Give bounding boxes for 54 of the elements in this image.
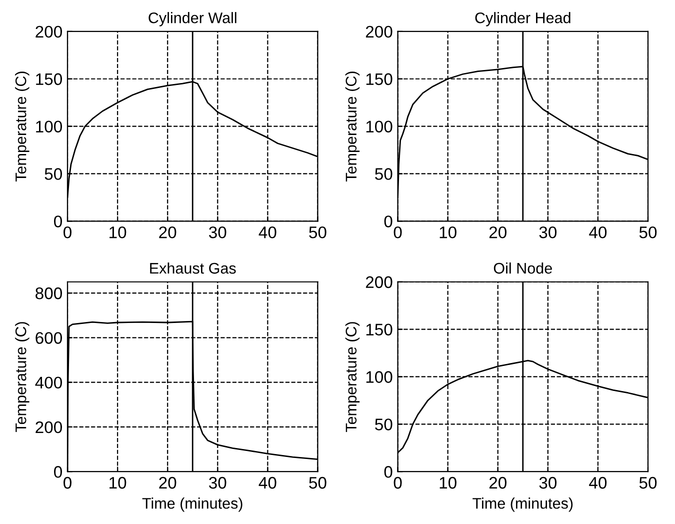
y-tick-label: 0	[384, 216, 392, 228]
y-tick-label: 800	[36, 287, 62, 300]
x-tick-label: 30	[208, 226, 226, 238]
y-tick-label: 200	[36, 421, 62, 434]
y-tick-label: 150	[36, 73, 62, 86]
chart-title: Cylinder Wall	[148, 12, 236, 26]
chart-title: Exhaust Gas	[150, 262, 236, 274]
x-axis-title: Time (minutes)	[142, 498, 242, 512]
y-tick-label: 0	[384, 466, 392, 478]
y-tick-label: 200	[366, 26, 392, 38]
x-tick-label: 20	[159, 476, 176, 489]
x-tick-label: 50	[309, 476, 326, 489]
x-tick-label: 30	[539, 226, 557, 238]
x-tick-label: 40	[258, 226, 276, 238]
y-tick-label: 0	[54, 216, 62, 228]
x-axis-title: Time (minutes)	[472, 498, 573, 512]
x-tick-label: 30	[539, 476, 557, 489]
y-tick-label: 600	[36, 332, 62, 344]
y-tick-label: 100	[366, 120, 392, 133]
x-tick-label: 10	[110, 476, 126, 489]
y-tick-label: 50	[375, 418, 392, 430]
x-tick-label: 10	[110, 226, 126, 238]
x-tick-label: 40	[589, 476, 607, 489]
x-tick-label: 0	[64, 226, 72, 238]
x-tick-label: 0	[64, 476, 72, 489]
x-tick-label: 10	[440, 226, 456, 238]
x-tick-label: 0	[394, 226, 402, 238]
y-tick-label: 100	[366, 371, 392, 383]
y-axis-title: Temperature (C)	[15, 72, 30, 182]
y-tick-label: 50	[375, 168, 392, 180]
x-tick-label: 0	[394, 476, 402, 489]
chart-title: Cylinder Head	[475, 12, 570, 26]
x-tick-label: 30	[208, 476, 226, 489]
y-tick-label: 200	[36, 26, 62, 38]
y-tick-label: 150	[366, 324, 392, 336]
x-tick-label: 10	[440, 476, 456, 489]
x-tick-label: 20	[489, 476, 506, 489]
x-tick-label: 50	[309, 226, 326, 238]
y-axis-title: Temperature (C)	[345, 322, 360, 432]
x-tick-label: 40	[589, 226, 607, 238]
y-tick-label: 200	[366, 276, 392, 288]
x-tick-label: 50	[639, 476, 657, 489]
y-axis-title: Temperature (C)	[345, 72, 360, 182]
y-tick-label: 150	[366, 73, 392, 86]
x-tick-label: 20	[489, 226, 506, 238]
y-tick-label: 0	[54, 466, 62, 478]
chart-title: Oil Node	[494, 262, 552, 274]
x-tick-label: 40	[258, 476, 276, 489]
y-tick-label: 100	[36, 120, 62, 133]
y-tick-label: 400	[35, 376, 62, 389]
y-tick-label: 50	[44, 168, 62, 180]
x-tick-label: 20	[159, 226, 176, 238]
x-tick-label: 50	[639, 226, 657, 238]
y-axis-title: Temperature (C)	[15, 322, 30, 432]
